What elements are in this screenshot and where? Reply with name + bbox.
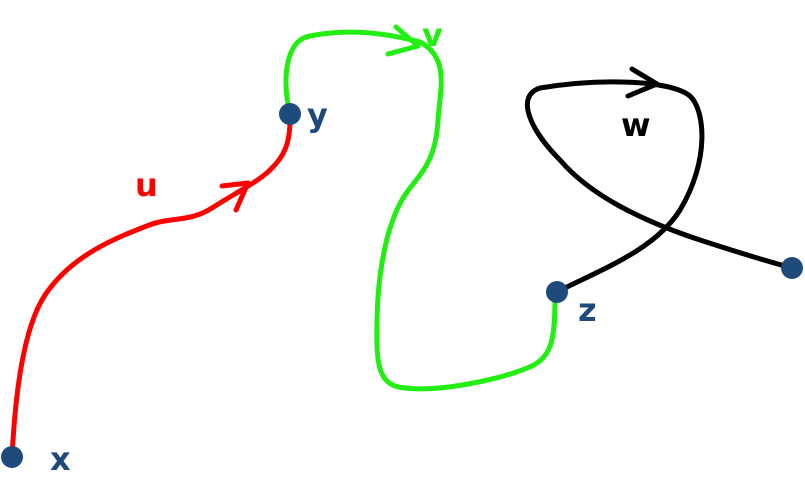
path-u-label: u — [135, 166, 158, 204]
path-v — [283, 29, 558, 392]
endpoint-right-marker — [781, 257, 803, 279]
path-u-arrow — [219, 180, 251, 213]
point-x-label: x — [50, 440, 71, 478]
path-u — [9, 117, 293, 460]
point-z-label: z — [578, 291, 597, 329]
path-w-label: w — [621, 106, 651, 144]
path-v-arrow — [385, 24, 421, 57]
path-w — [524, 79, 795, 295]
point-y-label: y — [307, 96, 328, 134]
point-z-marker — [546, 281, 568, 303]
point-y-marker — [279, 103, 301, 125]
point-x-marker — [1, 446, 23, 468]
path-v-label: v — [422, 16, 443, 54]
path-w-arrow — [625, 66, 660, 99]
